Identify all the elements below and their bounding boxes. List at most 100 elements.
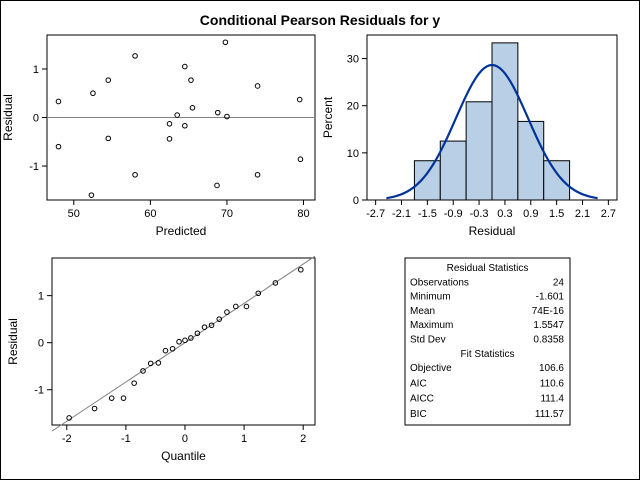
stats-row-value: 0.8358 bbox=[533, 335, 564, 346]
y-tick-label: 1 bbox=[38, 291, 44, 303]
data-point bbox=[105, 135, 112, 142]
x-tick-label: 80 bbox=[297, 208, 309, 220]
data-point bbox=[131, 380, 137, 386]
data-point bbox=[298, 266, 304, 273]
data-point bbox=[224, 113, 230, 120]
stats-row-value: 106.6 bbox=[539, 363, 564, 374]
stats-row-value: 111.4 bbox=[540, 394, 564, 405]
data-point bbox=[140, 368, 146, 374]
data-point bbox=[88, 192, 95, 198]
x-tick-label: 0 bbox=[182, 433, 188, 445]
data-point bbox=[66, 415, 72, 421]
data-point bbox=[176, 338, 182, 345]
data-point bbox=[222, 39, 229, 46]
y-axis-label: Residual bbox=[6, 318, 20, 365]
stats-table-frame bbox=[404, 257, 571, 426]
x-tick-label: 50 bbox=[68, 208, 80, 220]
histogram-bar bbox=[413, 160, 441, 201]
data-point bbox=[216, 316, 223, 322]
stats-row-value: 24 bbox=[553, 277, 565, 288]
x-tick-label: 1 bbox=[241, 433, 247, 445]
stats-section-header: Fit Statistics bbox=[461, 349, 515, 360]
data-point bbox=[147, 360, 154, 367]
data-point bbox=[166, 136, 173, 142]
data-point bbox=[188, 77, 194, 83]
histogram-bar bbox=[517, 120, 545, 201]
histogram-bar bbox=[543, 160, 571, 201]
data-point bbox=[214, 182, 220, 189]
y-tick-label: 0 bbox=[353, 195, 359, 207]
y-tick-label: 20 bbox=[347, 101, 359, 113]
histogram-bar bbox=[491, 42, 519, 201]
data-point bbox=[272, 280, 279, 286]
x-tick-label: -1.5 bbox=[418, 208, 437, 220]
y-tick-label: 10 bbox=[347, 148, 359, 160]
x-tick-label: 2 bbox=[300, 433, 306, 445]
qq-reference-line bbox=[51, 255, 316, 432]
x-tick-label: -2 bbox=[62, 433, 72, 445]
data-point bbox=[182, 63, 188, 70]
y-tick-label: -1 bbox=[34, 385, 44, 397]
y-tick-label: 0 bbox=[33, 113, 39, 125]
data-point bbox=[155, 360, 162, 366]
stats-row-label: Objective bbox=[410, 363, 452, 374]
stats-row-label: Maximum bbox=[410, 320, 453, 331]
normal-density-curve bbox=[386, 63, 598, 200]
data-point bbox=[132, 171, 138, 178]
x-axis-label: Quantile bbox=[161, 449, 206, 463]
data-point bbox=[214, 109, 221, 116]
y-tick-label: 1 bbox=[33, 64, 39, 76]
data-point bbox=[182, 122, 188, 129]
data-point bbox=[296, 96, 303, 103]
data-point bbox=[182, 337, 188, 344]
stats-row-label: AIC bbox=[410, 378, 427, 389]
x-tick-label: -0.9 bbox=[444, 208, 463, 220]
x-tick-label: 60 bbox=[144, 208, 156, 220]
stats-row-label: Mean bbox=[410, 306, 435, 317]
data-point bbox=[169, 345, 176, 352]
data-point bbox=[224, 309, 230, 315]
x-tick-label: -0.3 bbox=[470, 208, 489, 220]
data-point bbox=[90, 90, 96, 97]
stats-row-label: Observations bbox=[410, 277, 469, 288]
stats-row-value: 110.6 bbox=[540, 378, 565, 389]
x-tick-label: 0.3 bbox=[497, 208, 512, 220]
x-tick-label: 70 bbox=[221, 208, 233, 220]
y-tick-label: -1 bbox=[29, 161, 39, 173]
data-point bbox=[174, 112, 180, 118]
x-tick-label: -1 bbox=[121, 433, 131, 445]
data-point bbox=[189, 104, 196, 111]
data-point bbox=[166, 121, 173, 127]
y-axis-label: Percent bbox=[321, 96, 335, 138]
x-axis-label: Predicted bbox=[156, 224, 207, 238]
data-point bbox=[55, 143, 62, 150]
data-point bbox=[105, 77, 112, 83]
data-point bbox=[188, 335, 194, 341]
data-point bbox=[297, 156, 304, 163]
data-point bbox=[132, 53, 138, 59]
data-point bbox=[208, 322, 215, 329]
histogram-bar bbox=[465, 101, 493, 201]
x-axis-label: Residual bbox=[469, 224, 516, 238]
data-point bbox=[201, 324, 208, 330]
data-point bbox=[233, 303, 239, 310]
data-point bbox=[91, 405, 98, 412]
data-point bbox=[243, 303, 250, 310]
x-tick-label: 2.1 bbox=[575, 208, 590, 220]
data-point bbox=[255, 290, 262, 297]
plot-area-frame bbox=[51, 257, 316, 426]
y-tick-label: 0 bbox=[38, 338, 44, 350]
stats-row-label: AICC bbox=[410, 394, 434, 405]
data-point bbox=[254, 83, 261, 89]
stats-row-value: 74E-16 bbox=[532, 306, 565, 317]
data-point bbox=[120, 395, 127, 401]
stats-row-value: 1.5547 bbox=[533, 320, 564, 331]
x-tick-label: 2.7 bbox=[601, 208, 616, 220]
stats-row-label: Std Dev bbox=[410, 335, 446, 346]
data-point bbox=[194, 330, 201, 337]
data-point bbox=[162, 347, 169, 354]
figure-title: Conditional Pearson Residuals for y bbox=[200, 12, 441, 28]
y-axis-label: Residual bbox=[1, 94, 15, 141]
histogram-bar bbox=[439, 140, 467, 201]
